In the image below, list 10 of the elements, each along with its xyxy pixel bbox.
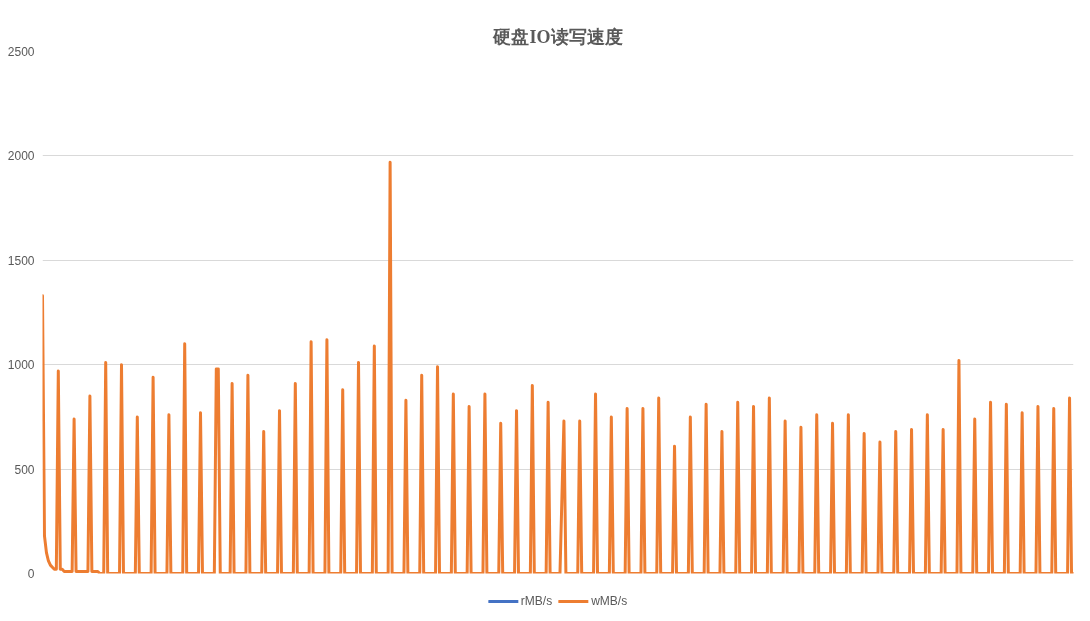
y-tick-label: 2000 — [7, 149, 35, 164]
y-tick-label: 0 — [27, 567, 35, 581]
line-series — [42, 160, 1074, 574]
legend-label: wMB/s — [591, 594, 628, 608]
chart-title: 硬盘IO读写速度 — [492, 26, 623, 47]
y-tick-label: 1500 — [7, 253, 35, 268]
legend-label: rMB/s — [520, 594, 553, 608]
y-tick-label: 2500 — [7, 45, 35, 59]
y-tick-label: 1000 — [7, 358, 35, 373]
y-tick-label: 500 — [14, 462, 35, 477]
